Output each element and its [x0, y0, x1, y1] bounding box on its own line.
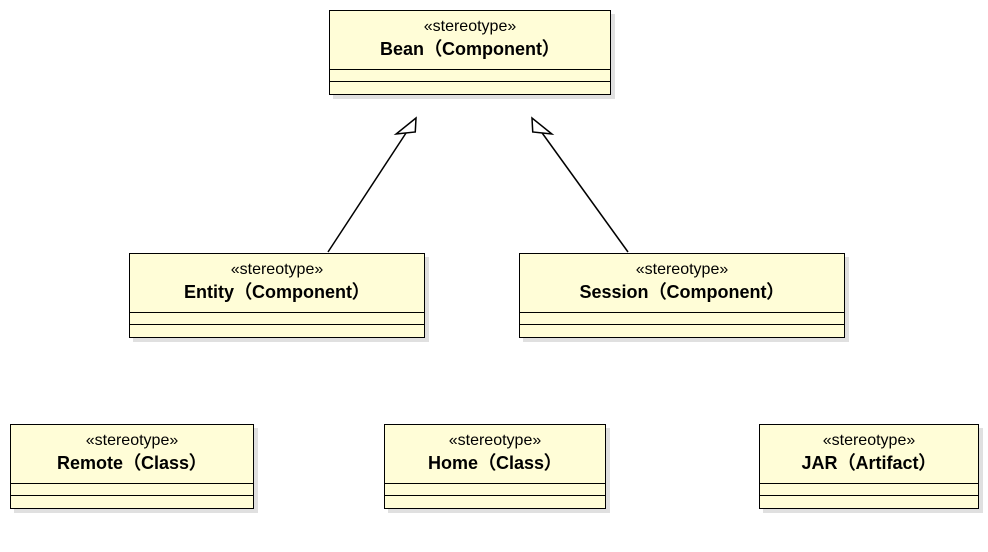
operations-compartment [330, 82, 610, 94]
node-title: Home（Class） [395, 452, 595, 475]
operations-compartment [760, 496, 978, 508]
node-title: JAR（Artifact） [770, 452, 968, 475]
node-header: «stereotype» Entity（Component） [130, 254, 424, 313]
node-entity: «stereotype» Entity（Component） [129, 253, 425, 338]
node-title: Bean（Component） [340, 38, 600, 61]
attributes-compartment [760, 484, 978, 496]
stereotype-label: «stereotype» [770, 431, 968, 452]
node-home: «stereotype» Home（Class） [384, 424, 606, 509]
operations-compartment [130, 325, 424, 337]
edge-entity-to-bean [328, 117, 416, 252]
stereotype-label: «stereotype» [21, 431, 243, 452]
node-title: Session（Component） [530, 281, 834, 304]
operations-compartment [520, 325, 844, 337]
attributes-compartment [385, 484, 605, 496]
operations-compartment [11, 496, 253, 508]
stereotype-label: «stereotype» [340, 17, 600, 38]
attributes-compartment [330, 70, 610, 82]
node-header: «stereotype» JAR（Artifact） [760, 425, 978, 484]
node-session: «stereotype» Session（Component） [519, 253, 845, 338]
node-title: Entity（Component） [140, 281, 414, 304]
attributes-compartment [130, 313, 424, 325]
node-jar: «stereotype» JAR（Artifact） [759, 424, 979, 509]
edge-session-to-bean [532, 117, 628, 252]
node-bean: «stereotype» Bean（Component） [329, 10, 611, 95]
operations-compartment [385, 496, 605, 508]
attributes-compartment [11, 484, 253, 496]
node-title: Remote（Class） [21, 452, 243, 475]
node-remote: «stereotype» Remote（Class） [10, 424, 254, 509]
stereotype-label: «stereotype» [140, 260, 414, 281]
attributes-compartment [520, 313, 844, 325]
node-header: «stereotype» Home（Class） [385, 425, 605, 484]
diagram-canvas: «stereotype» Bean（Component） «stereotype… [0, 0, 988, 552]
node-header: «stereotype» Session（Component） [520, 254, 844, 313]
node-header: «stereotype» Remote（Class） [11, 425, 253, 484]
node-header: «stereotype» Bean（Component） [330, 11, 610, 70]
stereotype-label: «stereotype» [530, 260, 834, 281]
stereotype-label: «stereotype» [395, 431, 595, 452]
